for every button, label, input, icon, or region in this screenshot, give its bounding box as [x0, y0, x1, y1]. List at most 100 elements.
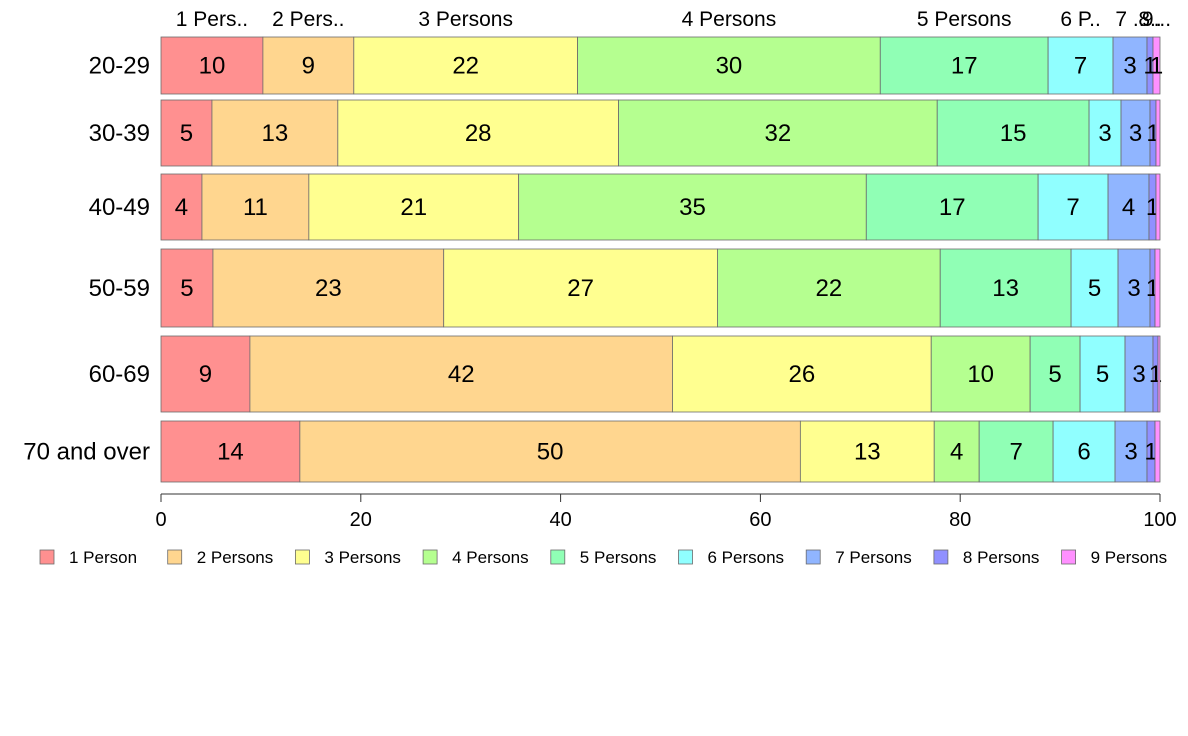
bar-segment [865, 173, 1039, 241]
bar-segment [1152, 36, 1161, 95]
bar-segment [160, 36, 264, 95]
legend-label: 6 Persons [708, 548, 785, 567]
top-segment-label: 6 P.. [1060, 8, 1100, 31]
category-label: 70 and over [23, 439, 150, 466]
data-label: 1 [1144, 439, 1157, 466]
bar-segment [930, 335, 1031, 413]
data-label: 9 [302, 53, 315, 80]
legend-label: 2 Persons [197, 548, 274, 567]
x-tick-label: 40 [549, 509, 571, 531]
data-label: 3 [1132, 361, 1145, 388]
data-label: 32 [765, 120, 792, 147]
bar-segment [1037, 173, 1109, 241]
data-label: 17 [951, 53, 978, 80]
bar-segment [212, 248, 445, 328]
bar-segment [262, 36, 355, 95]
bar-segment [353, 36, 578, 95]
x-tick-label: 80 [949, 509, 971, 531]
category-label: 50-59 [89, 275, 150, 302]
data-label: 4 [175, 194, 188, 221]
data-label: 22 [815, 275, 842, 302]
bar-segment [160, 248, 214, 328]
top-segment-label: 5 Persons [917, 8, 1012, 31]
bar-segment [1070, 248, 1119, 328]
data-label: 15 [1000, 120, 1027, 147]
legend-swatch [933, 549, 949, 565]
legend-label: 9 Persons [1091, 548, 1168, 567]
legend-label: 4 Persons [452, 548, 529, 567]
top-segment-label: 8.. [1138, 8, 1161, 31]
bar-segment [443, 248, 718, 328]
legend-label: 8 Persons [963, 548, 1040, 567]
bar-segment [1155, 99, 1161, 167]
bar-segment [211, 99, 339, 167]
category-label: 60-69 [89, 361, 150, 388]
data-label: 3 [1129, 120, 1142, 147]
data-label: 5 [1088, 275, 1101, 302]
bar-segment [978, 420, 1054, 483]
data-label: 11 [243, 194, 268, 221]
bar-segment [1112, 36, 1148, 95]
data-label: 13 [992, 275, 1019, 302]
data-label: 42 [448, 361, 475, 388]
top-segment-label: 9... [1142, 8, 1171, 31]
bar-segment [1047, 36, 1114, 95]
data-label: 27 [567, 275, 594, 302]
data-label: 21 [400, 194, 427, 221]
bar-segment [1154, 248, 1161, 328]
data-label: 28 [465, 120, 492, 147]
top-segment-label: 3 Persons [418, 8, 513, 31]
data-label: 6 [1077, 439, 1090, 466]
legend-label: 1 Person [69, 548, 137, 567]
data-label: 22 [452, 53, 479, 80]
data-label: 4 [950, 439, 963, 466]
bar-segment [1117, 248, 1151, 328]
data-label: 13 [262, 120, 289, 147]
category-label: 30-39 [89, 120, 150, 147]
bar-segment [1157, 335, 1161, 413]
data-label: 30 [716, 53, 743, 80]
legend-swatch [167, 549, 183, 565]
bar-segment [518, 173, 867, 241]
x-tick-label: 20 [350, 509, 372, 531]
data-label: 50 [537, 439, 564, 466]
bar-segment [879, 36, 1049, 95]
top-segment-label: 7 .. [1115, 8, 1144, 31]
data-label: 5 [180, 120, 193, 147]
legend-label: 3 Persons [324, 548, 401, 567]
legend-swatch [678, 549, 693, 565]
legend-swatch [422, 549, 438, 565]
x-tick-label: 100 [1143, 509, 1176, 531]
top-segment-label: 4 Persons [682, 8, 777, 31]
top-segment-label: 2 Pers.. [272, 8, 344, 31]
legend-swatch [1061, 549, 1076, 565]
legend-label: 5 Persons [580, 548, 657, 567]
data-label: 9 [199, 361, 212, 388]
legend-swatch [805, 549, 821, 565]
data-label: 3 [1098, 120, 1111, 147]
bar-segment [1029, 335, 1081, 413]
x-tick-label: 0 [155, 509, 166, 531]
data-label: 5 [1096, 361, 1109, 388]
data-label: 10 [199, 53, 226, 80]
bar-segment [1155, 173, 1161, 241]
bar-segment [160, 420, 301, 483]
bar-segment [1154, 420, 1161, 483]
data-label: 10 [967, 361, 994, 388]
data-label: 7 [1074, 53, 1087, 80]
bar-segment [308, 173, 520, 241]
data-label: 17 [939, 194, 966, 221]
top-segment-label: 1 Pers.. [176, 8, 248, 31]
x-tick-label: 60 [749, 509, 771, 531]
data-label: 13 [854, 439, 881, 466]
data-label: 3 [1123, 53, 1136, 80]
data-label: 5 [180, 275, 193, 302]
data-label: 5 [1048, 361, 1061, 388]
data-label: 23 [315, 275, 342, 302]
data-label: 7 [1009, 439, 1022, 466]
data-label: 14 [217, 439, 244, 466]
bar-segment [1107, 173, 1150, 241]
data-label: 26 [789, 361, 816, 388]
